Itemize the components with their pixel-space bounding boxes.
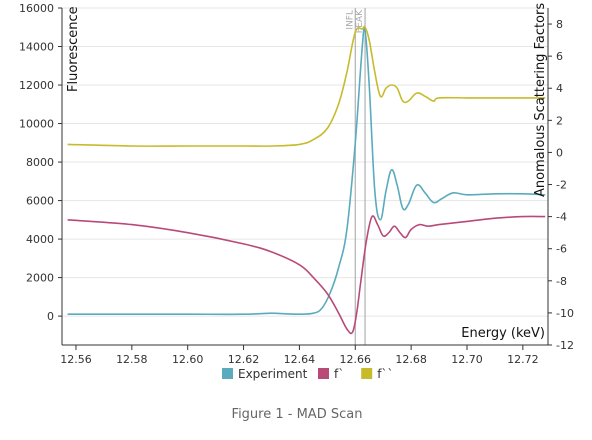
edge-markers: INFL PEAK bbox=[345, 8, 366, 345]
series-line-f-prime bbox=[67, 215, 546, 335]
tick-labels: 0 2000 4000 6000 8000 10000 12000 14000 16000 -12… bbox=[19, 2, 574, 366]
y-left-tick-label: 14000 bbox=[19, 41, 54, 54]
legend-item-label: f`` bbox=[377, 367, 393, 381]
y-left-tick-label: 0 bbox=[47, 310, 54, 323]
legend-item-label: f` bbox=[334, 367, 344, 381]
axes bbox=[58, 7, 552, 350]
series-layer bbox=[67, 25, 546, 335]
legend-swatch bbox=[361, 368, 373, 379]
y-right-tick-label: -10 bbox=[556, 307, 574, 320]
x-tick-label: 12.62 bbox=[228, 353, 260, 366]
x-axis-label: Energy (keV) bbox=[461, 326, 545, 341]
y-right-tick-label: 6 bbox=[556, 50, 563, 63]
y-right-tick-label: -12 bbox=[556, 339, 574, 352]
grid bbox=[62, 7, 548, 317]
y-left-tick-label: 16000 bbox=[19, 2, 54, 15]
y-left-tick-label: 6000 bbox=[26, 195, 54, 208]
y-right-tick-label: -6 bbox=[556, 243, 567, 256]
y-right-tick-label: 2 bbox=[556, 114, 563, 127]
marker-label-peak: PEAK bbox=[355, 9, 365, 33]
legend-swatch bbox=[318, 368, 329, 379]
y-left-tick-label: 2000 bbox=[26, 272, 54, 285]
y-left-tick-label: 12000 bbox=[19, 79, 54, 92]
figure-caption: Figure 1 - MAD Scan bbox=[232, 407, 363, 422]
legend-item-label: Experiment bbox=[238, 367, 308, 381]
y-right-tick-label: -8 bbox=[556, 275, 567, 288]
series-line-f-double-prime bbox=[67, 25, 546, 147]
x-tick-label: 12.64 bbox=[284, 353, 316, 366]
y-left-tick-label: 4000 bbox=[26, 233, 54, 246]
legend-swatch bbox=[222, 368, 233, 379]
y-right-tick-label: -4 bbox=[556, 211, 567, 224]
x-tick-label: 12.72 bbox=[507, 353, 539, 366]
x-tick-label: 12.60 bbox=[172, 353, 204, 366]
y-right-tick-label: 4 bbox=[556, 82, 563, 95]
y-right-tick-label: 0 bbox=[556, 146, 563, 159]
y-left-tick-label: 8000 bbox=[26, 156, 54, 169]
x-tick-label: 12.70 bbox=[451, 353, 483, 366]
x-tick-label: 12.58 bbox=[116, 353, 148, 366]
x-tick-label: 12.56 bbox=[60, 353, 92, 366]
x-tick-label: 12.66 bbox=[340, 353, 372, 366]
marker-label-infl: INFL bbox=[345, 10, 355, 30]
y-left-tick-label: 10000 bbox=[19, 118, 54, 131]
legend: Experiment f` f`` bbox=[222, 367, 393, 381]
y-right-tick-label: 8 bbox=[556, 18, 563, 31]
y-axis-label-right: Anomalous Scattering Factors bbox=[533, 3, 548, 197]
x-tick-label: 12.68 bbox=[395, 353, 427, 366]
y-axis-label-left: Fluorescence bbox=[66, 6, 81, 92]
series-line-experiment bbox=[67, 26, 546, 316]
y-right-tick-label: -2 bbox=[556, 179, 567, 192]
